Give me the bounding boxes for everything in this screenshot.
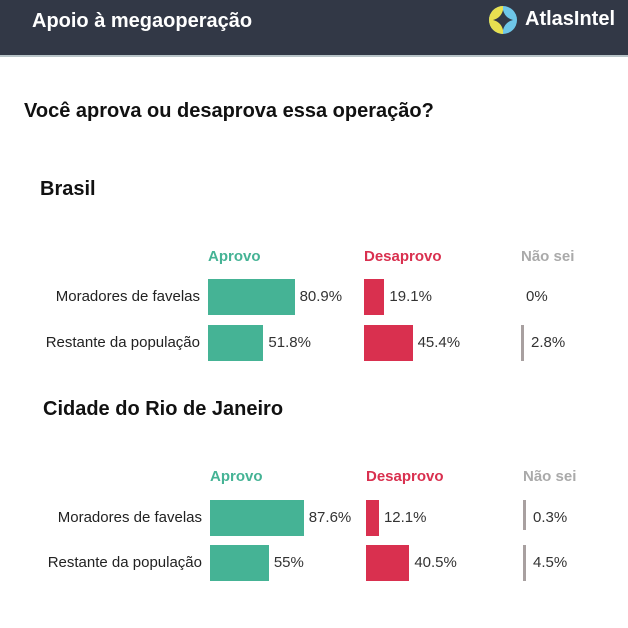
row-label: Restante da população — [47, 554, 202, 571]
section-title: Cidade do Rio de Janeiro — [43, 398, 284, 420]
header-title: Apoio à megaoperação — [32, 10, 253, 32]
column-header: Aprovo — [210, 468, 263, 485]
section-title: Brasil — [40, 178, 96, 200]
bar-desaprovo — [364, 325, 413, 361]
brand-name: AtlasIntel — [525, 8, 616, 30]
header-bar: Apoio à megaoperação AtlasIntel — [0, 0, 628, 57]
column-header: Aprovo — [208, 248, 261, 265]
bar-desaprovo — [364, 279, 385, 315]
bar-aprovo — [208, 325, 264, 361]
bar-nao-sei — [523, 500, 526, 530]
value-label: 19.1% — [389, 288, 432, 305]
bar-desaprovo — [366, 545, 410, 581]
value-label: 12.1% — [383, 509, 427, 526]
question: Você aprova ou desaprova essa operação? — [24, 100, 434, 122]
bar-aprovo — [208, 279, 295, 315]
value-label: 40.5% — [414, 554, 457, 571]
bar-aprovo — [210, 500, 304, 536]
column-header: Não sei — [523, 468, 577, 485]
value-label: 55% — [273, 554, 304, 571]
value-label: 87.6% — [308, 509, 352, 526]
value-label: 80.9% — [299, 288, 343, 305]
value-label: 2.8% — [531, 334, 566, 351]
atlasintel-logo-icon — [489, 6, 517, 34]
value-label: 0.3% — [533, 509, 568, 526]
column-header: Desaprovo — [364, 248, 442, 265]
bar-nao-sei — [523, 545, 526, 581]
row-label: Moradores de favelas — [55, 288, 200, 305]
row-label: Moradores de favelas — [57, 509, 202, 526]
bar-desaprovo — [366, 500, 379, 536]
bar-aprovo — [210, 545, 269, 581]
column-header: Desaprovo — [366, 468, 444, 485]
value-label: 4.5% — [533, 554, 568, 571]
value-label: 45.4% — [417, 334, 461, 351]
row-label: Restante da população — [45, 334, 200, 351]
value-label: 0% — [526, 288, 548, 305]
value-label: 51.8% — [268, 334, 311, 351]
bar-nao-sei — [521, 325, 524, 361]
column-header: Não sei — [521, 248, 575, 265]
